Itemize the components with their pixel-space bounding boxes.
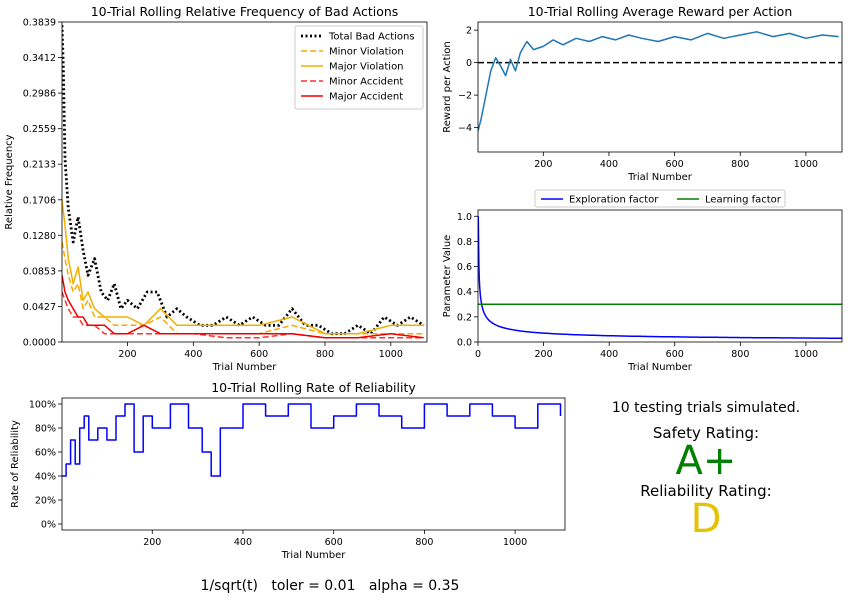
y-tick-label: 80% <box>35 424 56 435</box>
x-tick-label: 1000 <box>503 537 527 548</box>
series-line-bad-0 <box>62 25 425 336</box>
legend: Exploration factor Learning factor <box>534 189 786 208</box>
y-tick-label: 0.2133 <box>23 160 56 171</box>
x-tick-label: 800 <box>731 159 749 170</box>
x-tick-label: 600 <box>666 349 684 360</box>
legend-entry: Major Accident <box>329 92 403 103</box>
series-line-reliab-0 <box>62 403 562 477</box>
y-tick-label: 0.2 <box>457 312 472 323</box>
y-axis-label: Rate of Reliability <box>10 420 21 508</box>
x-tick-label: 600 <box>666 159 684 170</box>
x-tick-label: 400 <box>234 537 252 548</box>
reliability-rating-grade: D <box>690 496 722 542</box>
y-tick-label: 0.1706 <box>23 195 56 206</box>
y-tick-label: 0.8 <box>457 237 472 248</box>
y-tick-label: 60% <box>35 448 56 459</box>
x-tick-label: 800 <box>316 349 334 360</box>
x-tick-label: 400 <box>184 349 202 360</box>
x-axis-label: Trial Number <box>627 362 693 373</box>
y-tick-label: 0.3412 <box>23 53 56 64</box>
y-axis-label: Parameter Value <box>442 235 453 318</box>
x-tick-label: 400 <box>600 159 618 170</box>
series-line-reward-0 <box>478 31 839 132</box>
safety-rating-label: Safety Rating: <box>652 424 760 442</box>
axes-frame <box>477 209 843 343</box>
axes-frame <box>477 21 843 153</box>
legend-entry: Total Bad Actions <box>328 32 415 43</box>
x-axis-label: Trial Number <box>281 550 347 561</box>
axes-frame <box>61 397 566 531</box>
y-tick-label: 0.0427 <box>23 302 56 313</box>
chart-bad: 10-Trial Rolling Relative Frequency of B… <box>4 4 428 373</box>
y-tick-label: 0.2559 <box>23 124 56 135</box>
legend-box <box>534 189 786 208</box>
legend-entry: Learning factor <box>705 195 782 206</box>
safety-rating-grade: A+ <box>675 438 737 484</box>
x-axis-label: Trial Number <box>627 172 693 183</box>
x-tick-label: 1000 <box>379 349 403 360</box>
reliability-rating-label: Reliability Rating: <box>640 482 772 500</box>
plot-area <box>478 31 842 132</box>
series-line-params-0 <box>478 216 842 339</box>
trials-simulated-text: 10 testing trials simulated. <box>611 400 801 416</box>
x-tick-label: 800 <box>415 537 433 548</box>
x-tick-label: 1000 <box>794 349 818 360</box>
chart-title: 10-Trial Rolling Rate of Reliability <box>211 380 416 395</box>
chart-title: 10-Trial Rolling Relative Frequency of B… <box>91 4 399 19</box>
series-line-bad-4 <box>62 275 424 339</box>
x-tick-label: 800 <box>731 349 749 360</box>
y-tick-label: 0.0000 <box>23 338 56 349</box>
plot-area <box>478 216 842 339</box>
x-tick-label: 200 <box>535 349 553 360</box>
y-tick-label: 20% <box>35 496 56 507</box>
y-axis-label: Relative Frequency <box>4 134 15 229</box>
y-tick-label: 100% <box>29 400 56 411</box>
x-tick-label: 0 <box>475 349 481 360</box>
y-tick-label: 1.0 <box>457 212 472 223</box>
footer-parameters: 1/sqrt(t) toler = 0.01 alpha = 0.35 <box>200 578 460 594</box>
legend-entry: Minor Violation <box>329 47 404 58</box>
y-axis-label: Reward per Action <box>442 41 453 133</box>
chart-params: 0 200 400 600 800 1000 0.0 0.2 0.4 0.6 0.8 1.0 Trial… <box>442 189 843 373</box>
y-tick-label: −2 <box>458 91 472 102</box>
chart-title: 10-Trial Rolling Average Reward per Acti… <box>528 4 793 19</box>
y-tick-label: 0.4 <box>457 287 472 298</box>
x-tick-label: 400 <box>600 349 618 360</box>
y-tick-label: 0.6 <box>457 262 472 273</box>
y-tick-label: 0.2986 <box>23 89 56 100</box>
y-tick-label: 0.0853 <box>23 266 56 277</box>
legend-entry: Exploration factor <box>569 195 659 206</box>
y-tick-label: 0.1280 <box>23 231 56 242</box>
chart-reward: 10-Trial Rolling Average Reward per Acti… <box>442 4 843 183</box>
x-tick-label: 600 <box>250 349 268 360</box>
x-tick-label: 600 <box>325 537 343 548</box>
y-tick-label: 40% <box>35 472 56 483</box>
summary-panel: 10 testing trials simulated. Safety Rati… <box>580 396 832 546</box>
legend-box <box>294 25 424 110</box>
y-tick-label: 0.0 <box>457 338 472 349</box>
axes-frame <box>61 21 428 343</box>
x-tick-label: 200 <box>118 349 136 360</box>
x-tick-label: 200 <box>143 537 161 548</box>
y-tick-label: 0 <box>466 58 472 69</box>
x-axis-label: Trial Number <box>212 362 278 373</box>
y-tick-label: 2 <box>466 26 472 37</box>
chart-reliab: 10-Trial Rolling Rate of Reliability 200 4… <box>10 380 566 561</box>
y-tick-label: 0% <box>41 520 56 531</box>
y-tick-label: −4 <box>458 123 472 134</box>
legend-entry: Minor Accident <box>329 77 403 88</box>
y-tick-label: 0.3839 <box>23 18 56 29</box>
plot-area <box>62 403 562 477</box>
series-line-bad-2 <box>62 200 424 335</box>
x-tick-label: 1000 <box>794 159 818 170</box>
series-line-bad-1 <box>62 241 424 335</box>
legend-entry: Major Violation <box>329 62 404 73</box>
x-tick-label: 200 <box>534 159 552 170</box>
plot-area <box>62 25 425 339</box>
legend: Total Bad Actions Minor Violation Major Vi… <box>294 25 424 110</box>
